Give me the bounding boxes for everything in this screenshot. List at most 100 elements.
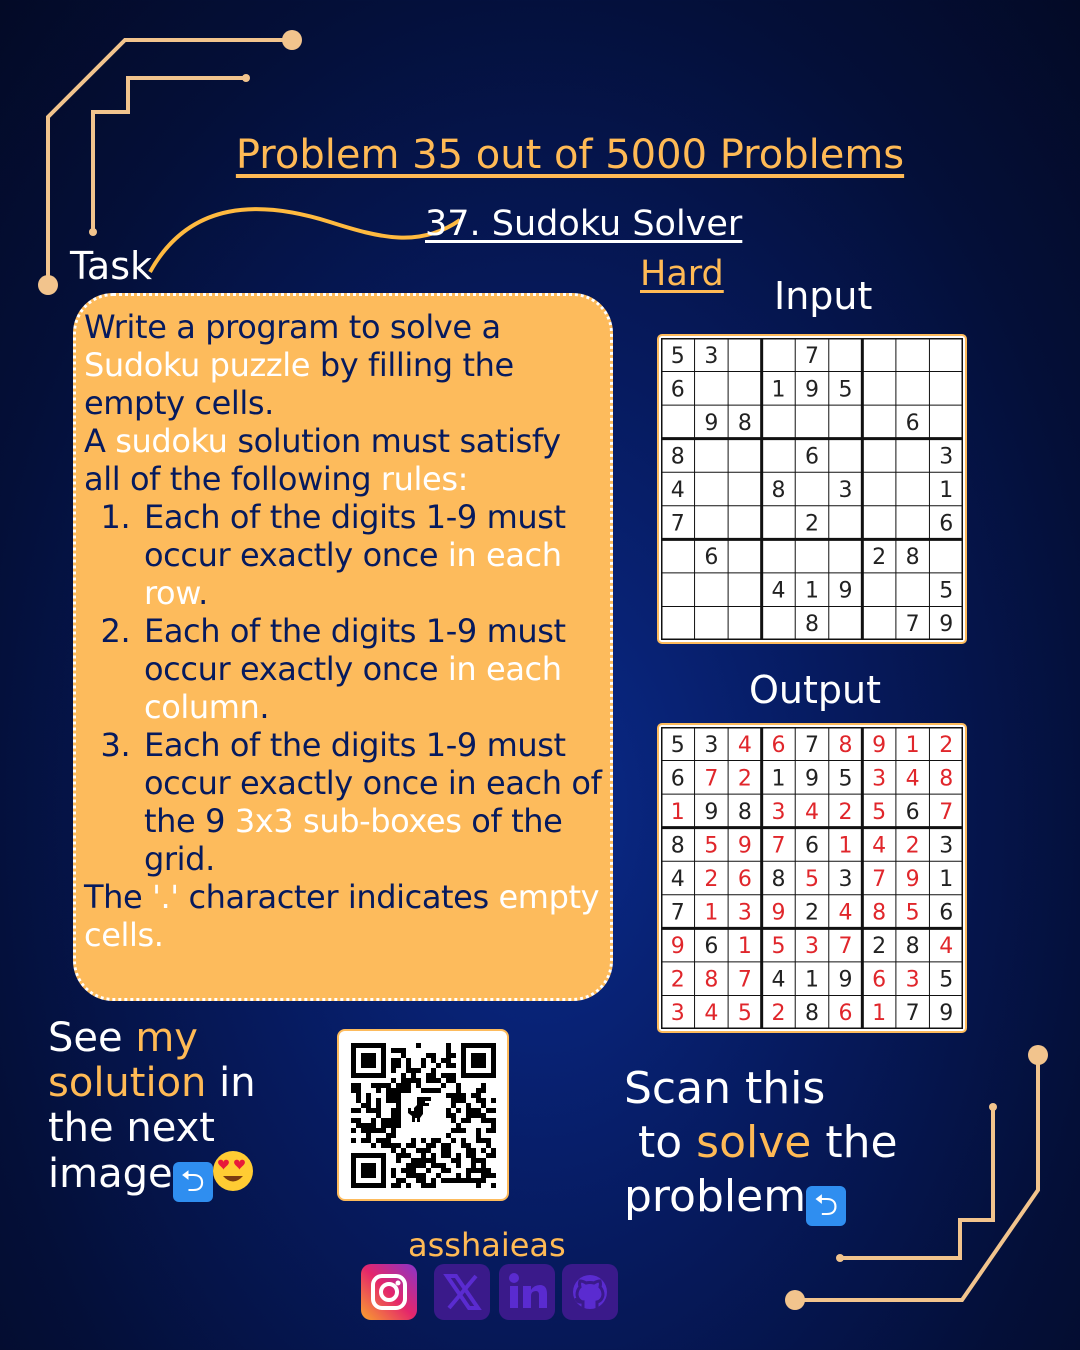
qr-module — [421, 1063, 426, 1068]
output-cell-digit: 3 — [839, 867, 853, 892]
qr-module — [396, 1183, 401, 1188]
qr-module — [486, 1128, 491, 1133]
qr-module — [476, 1113, 481, 1118]
qr-module — [376, 1083, 381, 1088]
qr-module — [396, 1083, 401, 1088]
qr-module — [401, 1073, 406, 1078]
qr-module — [491, 1153, 496, 1158]
qr-module — [476, 1168, 481, 1173]
input-cell-digit: 4 — [671, 478, 685, 503]
qr-module — [381, 1123, 386, 1128]
qr-module — [436, 1163, 441, 1168]
output-cell-digit: 7 — [939, 800, 953, 825]
qr-module — [456, 1093, 461, 1098]
qr-module — [441, 1163, 446, 1168]
qr-module — [391, 1183, 396, 1188]
qr-module — [421, 1153, 426, 1158]
qr-module — [491, 1148, 496, 1153]
output-cell-digit: 5 — [671, 733, 685, 758]
qr-module — [381, 1118, 386, 1123]
x-icon[interactable] — [434, 1264, 490, 1320]
qr-module — [421, 1163, 426, 1168]
qr-code-image — [351, 1043, 496, 1188]
qr-module — [476, 1088, 481, 1093]
input-cell-digit: 8 — [671, 444, 685, 469]
qr-module — [406, 1083, 411, 1088]
qr-module — [431, 1088, 436, 1093]
qr-module — [411, 1143, 416, 1148]
github-icon[interactable] — [562, 1264, 618, 1320]
problem-name[interactable]: 37. Sudoku Solver — [425, 204, 743, 244]
qr-module — [391, 1058, 396, 1063]
qr-module — [456, 1153, 461, 1158]
qr-module — [431, 1163, 436, 1168]
task-paragraph-3: The '.' character indicates empty cells. — [84, 878, 602, 954]
qr-module — [446, 1108, 451, 1113]
rule-item: Each of the digits 1-9 must occur exactl… — [140, 726, 602, 878]
qr-module — [376, 1138, 381, 1143]
text-segment: character indicates — [178, 878, 499, 916]
input-cell-digit: 2 — [805, 512, 819, 537]
qr-module — [431, 1153, 436, 1158]
qr-code[interactable] — [337, 1029, 509, 1201]
task-paragraph-1: Write a program to solve a Sudoku puzzle… — [84, 308, 602, 422]
output-cell-digit: 6 — [704, 934, 718, 959]
input-cell-digit: 8 — [738, 411, 752, 436]
linkedin-icon[interactable] — [499, 1264, 555, 1320]
output-cell-digit: 5 — [771, 934, 785, 959]
qr-module — [446, 1043, 451, 1048]
qr-module — [396, 1118, 401, 1123]
instagram-icon[interactable] — [361, 1264, 417, 1320]
output-cell-digit: 5 — [704, 833, 718, 858]
qr-module — [486, 1143, 491, 1148]
qr-module — [356, 1108, 361, 1113]
scan-instruction-text: Scan this to solve the problem ⮌ — [624, 1062, 898, 1226]
qr-module — [446, 1153, 451, 1158]
qr-module — [486, 1118, 491, 1123]
output-cell-digit: 3 — [771, 800, 785, 825]
qr-module — [361, 1123, 366, 1128]
output-cell-digit: 7 — [704, 766, 718, 791]
qr-module — [376, 1098, 381, 1103]
input-cell-digit: 5 — [839, 377, 853, 402]
output-cell-digit: 4 — [939, 934, 953, 959]
qr-module — [456, 1123, 461, 1128]
output-cell-digit: 6 — [805, 833, 819, 858]
qr-module — [491, 1118, 496, 1123]
qr-module — [376, 1108, 381, 1113]
highlight-segment: Sudoku puzzle — [84, 346, 311, 384]
qr-module — [356, 1088, 361, 1093]
qr-module — [401, 1153, 406, 1158]
qr-module — [401, 1168, 406, 1173]
qr-module — [401, 1178, 406, 1183]
qr-module — [416, 1083, 421, 1088]
qr-module — [391, 1108, 396, 1113]
qr-module — [446, 1178, 451, 1183]
qr-module — [421, 1178, 426, 1183]
qr-module — [436, 1078, 441, 1083]
qr-module — [471, 1108, 476, 1113]
qr-module — [406, 1153, 411, 1158]
highlight-segment: my — [135, 1015, 198, 1061]
qr-module — [396, 1048, 401, 1053]
qr-module — [396, 1178, 401, 1183]
qr-module — [466, 1103, 471, 1108]
output-cell-digit: 8 — [771, 867, 785, 892]
input-cell-digit: 8 — [771, 478, 785, 503]
output-cell-digit: 3 — [906, 968, 920, 993]
output-cell-digit: 9 — [738, 833, 752, 858]
rule-item: Each of the digits 1-9 must occur exactl… — [140, 498, 602, 612]
qr-module — [416, 1078, 421, 1083]
qr-module — [426, 1088, 431, 1093]
qr-module — [376, 1103, 381, 1108]
qr-module — [491, 1108, 496, 1113]
qr-module — [441, 1058, 446, 1063]
qr-module — [391, 1048, 396, 1053]
output-cell-digit: 1 — [671, 800, 685, 825]
qr-module — [396, 1103, 401, 1108]
qr-module — [386, 1133, 391, 1138]
qr-module — [466, 1168, 471, 1173]
output-cell-digit: 9 — [771, 901, 785, 926]
qr-module — [486, 1108, 491, 1113]
qr-module — [411, 1078, 416, 1083]
